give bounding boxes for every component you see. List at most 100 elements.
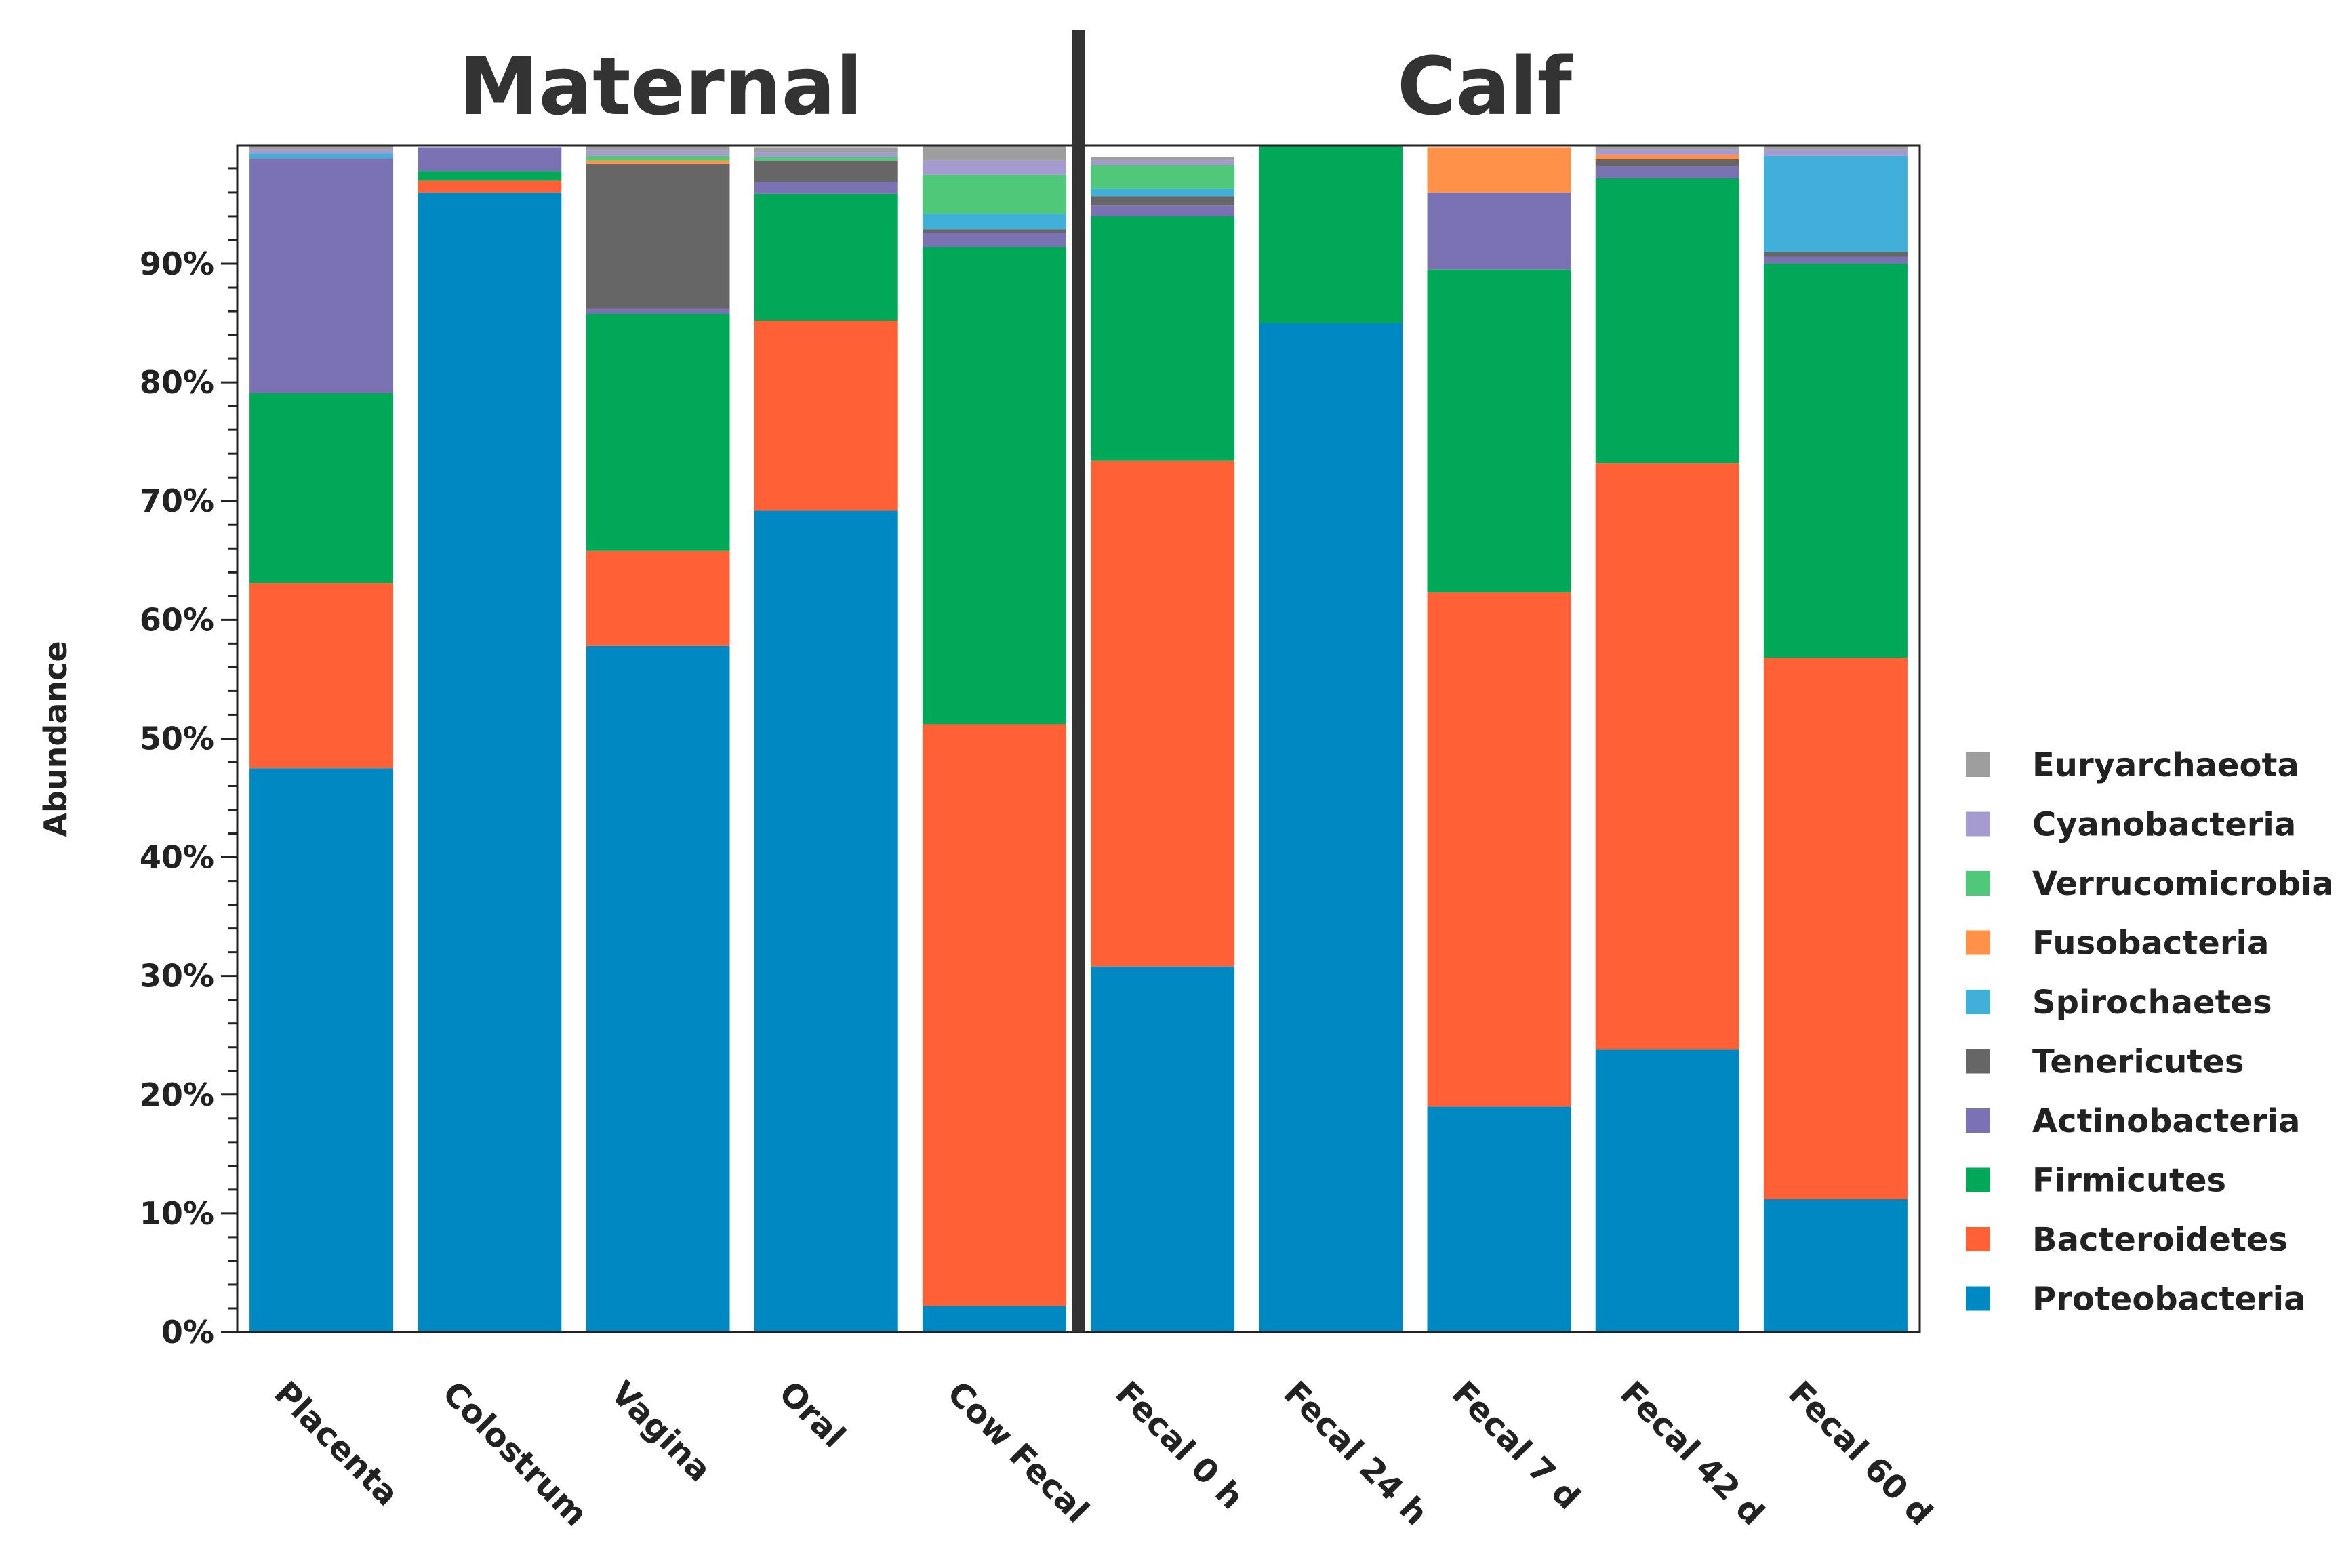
legend-swatch-firmicutes — [1966, 1167, 1990, 1192]
legend-label-firmicutes: Firmicutes — [2032, 1162, 2226, 1200]
bar-segment-proteobacteria-fecal-0-h — [1091, 966, 1235, 1332]
bar-segment-actinobacteria-placenta — [249, 158, 394, 393]
bar-segment-bacteroidetes-oral — [754, 321, 898, 511]
legend-label-bacteroidetes: Bacteroidetes — [2032, 1221, 2288, 1259]
legend-label-euryarchaeota: Euryarchaeota — [2032, 746, 2299, 784]
bar-segment-actinobacteria-fecal-0-h — [1091, 205, 1235, 216]
y-tick-label: 50% — [140, 720, 214, 757]
bar-segment-euryarchaeota-oral — [754, 147, 898, 153]
x-tick-labels: Placenta Colostrum Vagina Oral Cow Fecal Feca… — [267, 1374, 1940, 1533]
legend-swatch-euryarchaeota — [1966, 752, 1990, 777]
x-tick-label: Placenta — [267, 1374, 406, 1513]
y-tick-label: 40% — [140, 839, 214, 876]
x-tick-label: Fecal 7 d — [1445, 1374, 1588, 1517]
bar-segment-spirochaetes-placenta — [249, 153, 394, 159]
legend-swatch-tenericutes — [1966, 1049, 1990, 1074]
legend-label-spirochaetes: Spirochaetes — [2032, 984, 2272, 1022]
bar-segment-firmicutes-fecal-24-h — [1259, 146, 1403, 323]
legend-swatch-spirochaetes — [1966, 990, 1990, 1014]
legend-swatch-bacteroidetes — [1966, 1227, 1990, 1251]
x-tick-label: Fecal 24 h — [1276, 1374, 1435, 1533]
bar-segment-proteobacteria-cow-fecal — [922, 1306, 1066, 1332]
bar-segment-fusobacteria-fecal-42-d — [1595, 154, 1739, 159]
bar-segment-actinobacteria-vagina — [586, 308, 730, 314]
bar-segment-bacteroidetes-placenta — [249, 583, 394, 769]
bar-segment-bacteroidetes-colostrum — [418, 180, 562, 193]
bar-segment-spirochaetes-cow-fecal — [922, 214, 1066, 230]
y-tick-label: 0% — [161, 1314, 214, 1350]
bar-segment-proteobacteria-placenta — [249, 768, 394, 1332]
y-tick-label: 30% — [140, 958, 214, 994]
bar-segment-verrucomicrobia-cow-fecal — [922, 174, 1066, 214]
axes-layer: 0% 10% 20% 30% 40% 50% 60% 70% 80% 90% — [140, 30, 1921, 1350]
bar-segment-fusobacteria-fecal-7-d — [1427, 147, 1571, 193]
legend-label-tenericutes: Tenericutes — [2032, 1043, 2244, 1081]
bar-segment-tenericutes-fecal-60-d — [1763, 252, 1908, 257]
x-tick-label: Fecal 42 d — [1613, 1374, 1771, 1533]
bar-segment-tenericutes-oral — [754, 160, 898, 182]
x-tick-label: Colostrum — [435, 1374, 594, 1533]
bar-segment-cyanobacteria-fecal-60-d — [1763, 149, 1908, 156]
bars-layer — [249, 146, 1908, 1332]
bar-segment-euryarchaeota-vagina — [586, 146, 730, 151]
y-tick-label: 70% — [140, 483, 214, 519]
group-title-calf: Calf — [1397, 39, 1573, 133]
y-tick-label: 20% — [140, 1077, 214, 1113]
bar-segment-bacteroidetes-vagina — [586, 550, 730, 646]
legend-swatch-cyanobacteria — [1966, 811, 1990, 837]
x-tick-label: Cow Fecal — [940, 1374, 1095, 1530]
bar-segment-euryarchaeota-fecal-0-h — [1091, 157, 1235, 161]
bar-segment-firmicutes-fecal-0-h — [1091, 216, 1235, 461]
bar-segment-cyanobacteria-vagina — [586, 150, 730, 156]
bar-segment-verrucomicrobia-vagina — [586, 155, 730, 161]
x-tick-label: Fecal 60 d — [1781, 1374, 1939, 1533]
legend-swatch-actinobacteria — [1966, 1108, 1990, 1133]
bar-segment-firmicutes-vagina — [586, 313, 730, 551]
bar-segment-proteobacteria-vagina — [586, 645, 730, 1332]
bar-segment-actinobacteria-fecal-7-d — [1427, 192, 1571, 270]
bar-segment-verrucomicrobia-fecal-0-h — [1091, 165, 1235, 189]
bar-segment-cyanobacteria-cow-fecal — [922, 160, 1066, 175]
x-tick-label: Oral — [771, 1374, 853, 1455]
legend-swatch-verrucomicrobia — [1966, 871, 1990, 896]
bar-segment-cyanobacteria-fecal-42-d — [1595, 149, 1739, 155]
bar-segment-verrucomicrobia-oral — [754, 157, 898, 161]
bar-segment-spirochaetes-fecal-60-d — [1763, 155, 1908, 252]
bar-segment-actinobacteria-fecal-42-d — [1595, 166, 1739, 178]
bar-segment-bacteroidetes-fecal-0-h — [1091, 460, 1235, 967]
bar-segment-proteobacteria-fecal-7-d — [1427, 1106, 1571, 1332]
bar-segment-euryarchaeota-cow-fecal — [922, 146, 1066, 161]
y-axis-label: Abundance — [37, 641, 74, 837]
y-tick-label: 60% — [140, 601, 214, 638]
bar-segment-actinobacteria-oral — [754, 182, 898, 194]
bar-segment-proteobacteria-oral — [754, 510, 898, 1332]
legend: Euryarchaeota Cyanobacteria Verrucomicrobi… — [1966, 746, 2334, 1319]
bar-segment-tenericutes-fecal-42-d — [1595, 159, 1739, 167]
bar-segment-euryarchaeota-fecal-60-d — [1763, 146, 1908, 150]
bar-segment-tenericutes-fecal-0-h — [1091, 196, 1235, 206]
bar-segment-fusobacteria-vagina — [586, 160, 730, 164]
y-tick-label: 90% — [140, 245, 214, 282]
bar-segment-actinobacteria-fecal-60-d — [1763, 256, 1908, 264]
bar-segment-firmicutes-fecal-60-d — [1763, 264, 1908, 658]
bar-segment-euryarchaeota-fecal-42-d — [1595, 146, 1739, 150]
bar-segment-spirochaetes-fecal-0-h — [1091, 188, 1235, 197]
legend-swatch-proteobacteria — [1966, 1286, 1990, 1311]
bar-segment-firmicutes-fecal-7-d — [1427, 269, 1571, 593]
bar-segment-euryarchaeota-placenta — [249, 146, 394, 150]
y-tick-label: 10% — [140, 1195, 214, 1232]
legend-label-fusobacteria: Fusobacteria — [2032, 925, 2269, 963]
group-title-maternal: Maternal — [459, 39, 863, 133]
bar-segment-bacteroidetes-fecal-42-d — [1595, 463, 1739, 1050]
bar-segment-tenericutes-vagina — [586, 163, 730, 309]
legend-label-proteobacteria: Proteobacteria — [2032, 1281, 2306, 1319]
x-tick-label: Fecal 0 h — [1108, 1374, 1251, 1516]
bar-segment-actinobacteria-cow-fecal — [922, 233, 1066, 247]
bar-segment-actinobacteria-colostrum — [418, 147, 562, 172]
bar-segment-firmicutes-oral — [754, 193, 898, 321]
bar-segment-firmicutes-fecal-42-d — [1595, 178, 1739, 464]
bar-segment-firmicutes-colostrum — [418, 171, 562, 181]
bar-segment-proteobacteria-fecal-60-d — [1763, 1199, 1908, 1332]
legend-label-actinobacteria: Actinobacteria — [2032, 1102, 2300, 1140]
